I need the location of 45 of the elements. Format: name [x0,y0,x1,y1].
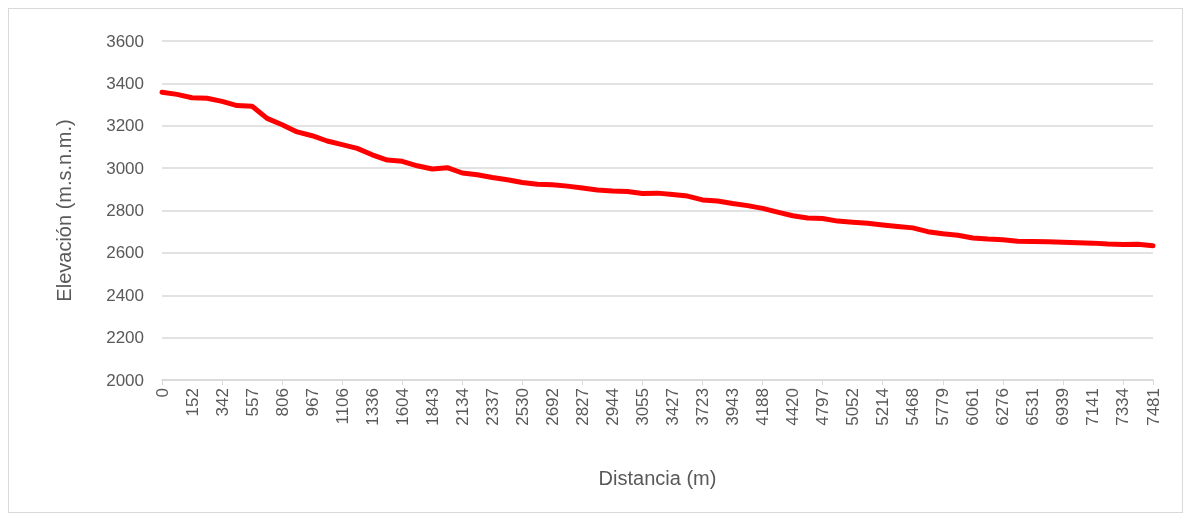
x-tick-label: 342 [212,388,232,417]
x-tick-label: 2134 [452,388,472,426]
x-tick-label: 1336 [362,388,382,426]
x-tick-label: 4420 [783,388,803,426]
x-tick-label: 7141 [1083,388,1103,426]
x-tick-label: 4188 [753,388,773,426]
y-tick-label: 2800 [106,201,144,220]
x-tick-label: 2337 [482,388,502,426]
x-tick-label: 2944 [602,388,622,426]
x-tick-label: 5052 [843,388,863,426]
x-axis-title: Distancia (m) [598,467,717,489]
x-tick-label: 3055 [632,388,652,426]
x-tick-label: 5779 [933,388,953,426]
y-tick-label: 2600 [106,243,144,263]
x-tick-label: 5214 [873,388,893,426]
x-tick-label: 2827 [572,388,592,426]
x-tick-label: 3427 [663,388,683,426]
y-tick-label: 3000 [106,158,144,178]
x-tick-label: 152 [182,388,202,417]
y-axis-title: Elevación (m.s.n.m.) [53,119,75,302]
y-tick-label: 2200 [106,328,144,348]
x-tick-label: 3943 [723,388,743,426]
x-tick-label: 5468 [903,388,923,426]
x-tick-label: 4797 [813,388,833,426]
x-tick-label: 7481 [1143,388,1163,426]
x-tick-label: 2692 [542,388,562,426]
y-tick-label: 3200 [106,116,144,136]
y-tick-label: 3600 [106,31,144,51]
y-tick-label: 2000 [106,370,144,390]
x-tick-label: 1843 [422,388,442,426]
x-tick-label: 6531 [1023,388,1043,426]
x-tick-label: 1106 [332,388,352,425]
y-tick-label: 3400 [106,73,144,93]
x-tick-label: 6939 [1053,388,1073,426]
x-tick-label: 7334 [1113,388,1133,426]
y-tick-label: 2400 [106,285,144,305]
x-tick-label: 3723 [693,388,713,426]
x-tick-label: 806 [272,388,292,417]
x-tick-label: 6061 [963,388,983,426]
x-tick-label: 557 [242,388,262,417]
x-tick-label: 0 [152,388,172,398]
x-tick-label: 1604 [392,388,412,426]
x-tick-label: 6276 [993,388,1013,426]
x-tick-label: 2530 [512,388,532,426]
x-tick-label: 967 [302,388,322,417]
